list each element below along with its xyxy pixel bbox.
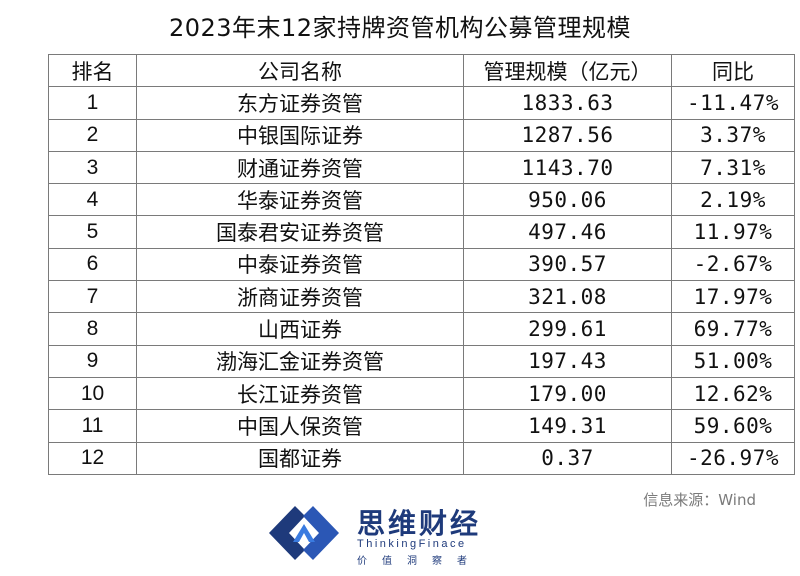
table-row: 11 中国人保资管 149.31 59.60% bbox=[48, 409, 795, 443]
yoy-cell: -2.67% bbox=[671, 247, 795, 282]
table-row: 3 财通证券资管 1143.70 7.31% bbox=[48, 150, 795, 185]
rank-cell: 4 bbox=[48, 183, 137, 217]
logo-mark-icon bbox=[269, 506, 339, 560]
rank-cell: 9 bbox=[48, 344, 137, 378]
aum-cell: 950.06 bbox=[463, 183, 672, 217]
yoy-cell: -11.47% bbox=[671, 86, 795, 120]
rank-cell: 8 bbox=[48, 312, 137, 346]
slogan-char: 值 bbox=[382, 556, 392, 567]
column-header-aum: 管理规模（亿元） bbox=[463, 53, 672, 88]
table-row: 10 长江证券资管 179.00 12.62% bbox=[48, 376, 795, 411]
company-cell: 中银国际证券 bbox=[136, 118, 464, 152]
aum-cell: 299.61 bbox=[463, 312, 672, 346]
aum-cell: 179.00 bbox=[463, 376, 672, 411]
company-cell: 财通证券资管 bbox=[136, 150, 464, 185]
slogan-char: 洞 bbox=[407, 556, 417, 567]
aum-cell: 1287.56 bbox=[463, 118, 672, 152]
company-cell: 华泰证券资管 bbox=[136, 183, 464, 217]
yoy-cell: 12.62% bbox=[671, 376, 795, 411]
column-header-company: 公司名称 bbox=[136, 53, 464, 88]
table-row: 9 渤海汇金证券资管 197.43 51.00% bbox=[48, 344, 795, 378]
page-title: 2023年末12家持牌资管机构公募管理规模 bbox=[168, 14, 632, 42]
column-header-rank: 排名 bbox=[48, 53, 137, 88]
yoy-cell: 7.31% bbox=[671, 150, 795, 185]
yoy-cell: 3.37% bbox=[671, 118, 795, 152]
company-cell: 中国人保资管 bbox=[136, 409, 464, 443]
rank-cell: 2 bbox=[48, 118, 137, 152]
table-row: 4 华泰证券资管 950.06 2.19% bbox=[48, 183, 795, 217]
table-row: 8 山西证券 299.61 69.77% bbox=[48, 312, 795, 346]
rank-cell: 12 bbox=[48, 441, 137, 475]
aum-cell: 321.08 bbox=[463, 280, 672, 314]
table-row: 7 浙商证券资管 321.08 17.97% bbox=[48, 280, 795, 314]
company-cell: 长江证券资管 bbox=[136, 376, 464, 411]
brand-slogan-cn: 价 值 洞 察 者 bbox=[357, 552, 467, 567]
aum-cell: 497.46 bbox=[463, 215, 672, 249]
company-cell: 浙商证券资管 bbox=[136, 280, 464, 314]
table-row: 5 国泰君安证券资管 497.46 11.97% bbox=[48, 215, 795, 249]
aum-cell: 390.57 bbox=[463, 247, 672, 282]
yoy-cell: 17.97% bbox=[671, 280, 795, 314]
yoy-cell: 59.60% bbox=[671, 409, 795, 443]
company-cell: 国都证券 bbox=[136, 441, 464, 475]
aum-cell: 1143.70 bbox=[463, 150, 672, 185]
rank-cell: 6 bbox=[48, 247, 137, 282]
company-cell: 山西证券 bbox=[136, 312, 464, 346]
rank-cell: 1 bbox=[48, 86, 137, 120]
table-row: 1 东方证券资管 1833.63 -11.47% bbox=[48, 86, 795, 120]
rank-cell: 11 bbox=[48, 409, 137, 443]
yoy-cell: 51.00% bbox=[671, 344, 795, 378]
table-row: 2 中银国际证券 1287.56 3.37% bbox=[48, 118, 795, 152]
company-cell: 渤海汇金证券资管 bbox=[136, 344, 464, 378]
aum-cell: 0.37 bbox=[463, 441, 672, 475]
yoy-cell: 2.19% bbox=[671, 183, 795, 217]
slogan-char: 价 bbox=[357, 556, 367, 567]
rank-cell: 10 bbox=[48, 376, 137, 411]
aum-cell: 197.43 bbox=[463, 344, 672, 378]
slogan-char: 察 bbox=[432, 556, 442, 567]
rank-cell: 3 bbox=[48, 150, 137, 185]
ranking-table: 排名 公司名称 管理规模（亿元） 同比 1 东方证券资管 1833.63 -11.47… bbox=[48, 53, 795, 475]
brand-name: 思维财经 bbox=[357, 507, 482, 540]
source-note: 信息来源：Wind bbox=[643, 491, 756, 509]
rank-cell: 7 bbox=[48, 280, 137, 314]
company-cell: 中泰证券资管 bbox=[136, 247, 464, 282]
yoy-cell: 69.77% bbox=[671, 312, 795, 346]
table-row: 12 国都证券 0.37 -26.97% bbox=[48, 441, 795, 475]
brand-slogan-en: ThinkingFinace bbox=[357, 538, 467, 550]
company-cell: 国泰君安证券资管 bbox=[136, 215, 464, 249]
rank-cell: 5 bbox=[48, 215, 137, 249]
table-row: 6 中泰证券资管 390.57 -2.67% bbox=[48, 247, 795, 282]
aum-cell: 1833.63 bbox=[463, 86, 672, 120]
yoy-cell: 11.97% bbox=[671, 215, 795, 249]
slogan-char: 者 bbox=[457, 556, 467, 567]
brand-logo: 思维财经 ThinkingFinace 价 值 洞 察 者 bbox=[265, 500, 565, 572]
yoy-cell: -26.97% bbox=[671, 441, 795, 475]
column-header-yoy: 同比 bbox=[671, 53, 795, 88]
aum-cell: 149.31 bbox=[463, 409, 672, 443]
company-cell: 东方证券资管 bbox=[136, 86, 464, 120]
table-header-row: 排名 公司名称 管理规模（亿元） 同比 bbox=[48, 53, 795, 88]
